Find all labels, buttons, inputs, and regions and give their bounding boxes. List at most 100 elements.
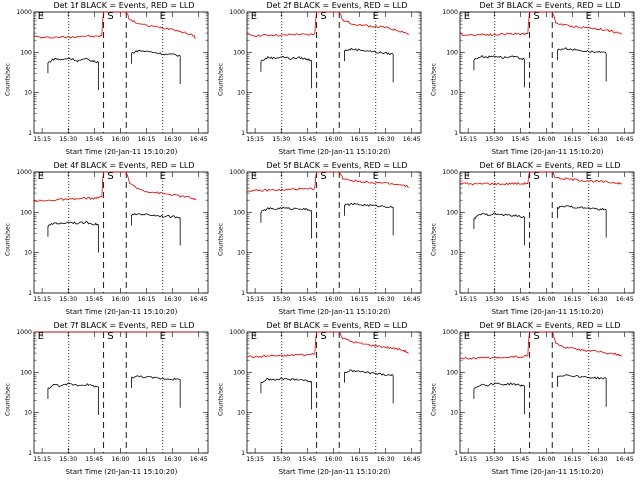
event-marker-label: E [160,331,166,342]
x-tick-label: 15:15 [246,456,264,463]
event-marker-label: E [464,171,470,182]
x-tick-label: 16:30 [164,456,182,463]
x-tick-label: 15:15 [246,296,264,303]
events-series-segment [344,47,394,56]
x-tick-label: 16:45 [616,136,634,143]
event-marker-label: E [251,171,257,182]
event-marker-label: S [533,171,539,182]
event-marker-label: S [533,11,539,22]
event-marker-label: E [160,11,166,22]
y-tick-label: 1000 [442,169,458,176]
y-tick-label: 1 [28,290,32,297]
panel-title: Det 9f BLACK = Events, RED = LLD [479,321,621,330]
event-marker-label: S [320,11,326,22]
events-series-segment [260,55,312,62]
y-tick-label: 100 [233,209,245,216]
x-tick-label: 15:30 [59,136,77,143]
events-series-segment [47,382,99,389]
x-tick-label: 15:45 [298,296,316,303]
x-tick-label: 15:30 [485,456,503,463]
y-tick-label: 1000 [16,329,32,336]
event-marker-label: E [373,11,379,22]
y-tick-label: 100 [20,209,32,216]
y-tick-label: 100 [446,369,458,376]
y-tick-label: 100 [20,369,32,376]
detector-panel-5: Det 5f BLACK = Events, RED = LLD Counts/s… [213,160,426,320]
lld-series-line [459,11,623,37]
detector-panel-9: Det 9f BLACK = Events, RED = LLD Counts/s… [426,320,639,480]
detector-panel-7: Det 7f BLACK = Events, RED = LLD Counts/s… [0,320,213,480]
plot-frame [33,331,209,454]
y-tick-label: 1 [28,450,32,457]
event-marker-label: E [38,331,44,342]
event-marker-label: E [586,331,592,342]
panel-title: Det 3f BLACK = Events, RED = LLD [479,1,621,10]
x-tick-label: 16:15 [138,456,156,463]
events-series-segment [131,212,181,219]
x-axis-label: Start Time (20-Jan-11 15:10:20) [491,148,604,156]
y-tick-label: 10 [237,250,245,257]
events-series-segment [131,375,181,381]
x-tick-label: 15:30 [272,136,290,143]
x-tick-label: 15:15 [33,136,51,143]
plot-frame [246,171,422,294]
y-tick-label: 100 [233,369,245,376]
y-tick-label: 10 [24,410,32,417]
event-marker-label: E [586,11,592,22]
event-marker-label: E [38,11,44,22]
x-tick-label: 16:15 [138,296,156,303]
y-tick-label: 1 [454,290,458,297]
y-tick-label: 1000 [229,9,245,16]
detector-panel-1: Det 1f BLACK = Events, RED = LLD Counts/s… [0,0,213,160]
y-tick-label: 10 [450,90,458,97]
y-tick-label: 1000 [16,9,32,16]
plot-frame [33,11,209,134]
x-tick-label: 15:30 [59,456,77,463]
panel-title: Det 2f BLACK = Events, RED = LLD [266,1,408,10]
y-tick-label: 100 [446,49,458,56]
plot-frame [459,331,635,454]
detector-panel-2: Det 2f BLACK = Events, RED = LLD Counts/s… [213,0,426,160]
plot-area: 1 10 100 1000 15:15 15:30 15:45 16:00 16:15 16:30… [229,329,422,463]
x-tick-label: 16:45 [190,296,208,303]
x-tick-label: 16:30 [590,296,608,303]
x-tick-label: 16:00 [112,296,130,303]
x-tick-label: 15:45 [511,456,529,463]
x-tick-label: 16:15 [351,456,369,463]
x-axis-label: Start Time (20-Jan-11 15:10:20) [278,308,391,316]
y-tick-label: 1000 [442,329,458,336]
lld-series-line [33,11,197,39]
events-series-segment [473,382,525,389]
y-tick-label: 1 [241,130,245,137]
x-axis-label: Start Time (20-Jan-11 15:10:20) [278,148,391,156]
event-marker-label: E [464,331,470,342]
event-marker-label: E [373,331,379,342]
y-tick-label: 10 [450,250,458,257]
x-tick-label: 16:45 [190,456,208,463]
event-marker-label: E [586,171,592,182]
detector-panel-4: Det 4f BLACK = Events, RED = LLD Counts/s… [0,160,213,320]
lld-series-line [459,171,623,186]
x-tick-label: 16:45 [616,456,634,463]
events-series-segment [260,377,312,384]
y-tick-label: 1 [28,130,32,137]
y-tick-label: 10 [237,90,245,97]
detector-panel-8: Det 8f BLACK = Events, RED = LLD Counts/s… [213,320,426,480]
x-axis-label: Start Time (20-Jan-11 15:10:20) [491,308,604,316]
plot-area: 1 10 100 1000 15:15 15:30 15:45 16:00 16:15 16:30… [16,329,209,463]
x-tick-label: 15:45 [85,136,103,143]
x-tick-label: 16:15 [351,296,369,303]
x-tick-label: 16:00 [538,296,556,303]
x-tick-label: 16:00 [538,136,556,143]
panel-title: Det 4f BLACK = Events, RED = LLD [53,161,195,170]
events-series-segment [47,221,99,228]
x-tick-label: 15:45 [85,296,103,303]
x-tick-label: 16:15 [564,456,582,463]
y-tick-label: 1 [454,130,458,137]
plot-area: 1 10 100 1000 15:15 15:30 15:45 16:00 16:15 16:30… [16,9,209,143]
event-marker-label: E [251,331,257,342]
x-tick-label: 15:15 [459,456,477,463]
x-axis-label: Start Time (20-Jan-11 15:10:20) [65,308,178,316]
x-tick-label: 15:15 [459,136,477,143]
